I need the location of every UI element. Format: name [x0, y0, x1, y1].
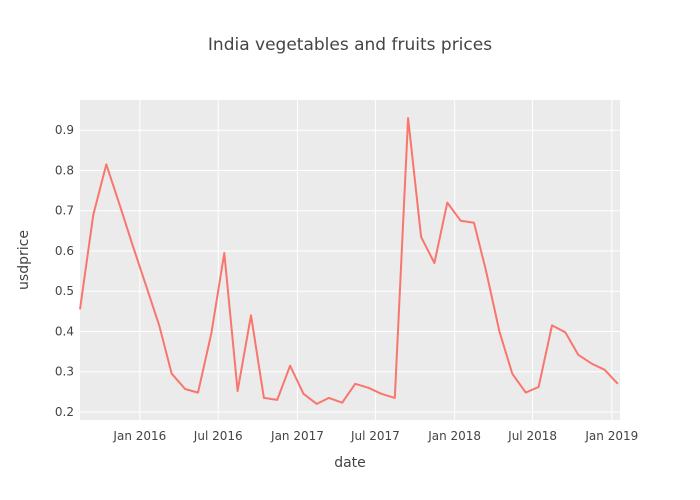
y-tick-label: 0.8 — [55, 163, 74, 177]
y-axis-title: usdprice — [16, 230, 32, 290]
chart-title: India vegetables and fruits prices — [208, 35, 492, 55]
x-tick-label: Jul 2016 — [193, 429, 243, 443]
x-tick-label: Jan 2019 — [584, 429, 638, 443]
x-tick-label: Jan 2017 — [270, 429, 324, 443]
y-tick-label: 0.9 — [55, 123, 74, 137]
series-line — [79, 117, 619, 405]
x-axis-title: date — [334, 455, 366, 471]
x-tick-label: Jul 2018 — [507, 429, 557, 443]
y-tick-label: 0.3 — [55, 365, 74, 379]
y-tick-label: 0.2 — [55, 405, 74, 419]
x-tick-label: Jan 2018 — [427, 429, 481, 443]
x-tick-label: Jan 2016 — [112, 429, 166, 443]
y-tick-label: 0.7 — [55, 204, 74, 218]
y-tick-label: 0.5 — [55, 284, 74, 298]
y-tick-label: 0.6 — [55, 244, 74, 258]
x-tick-label: Jul 2017 — [350, 429, 400, 443]
y-tick-label: 0.4 — [55, 324, 74, 338]
